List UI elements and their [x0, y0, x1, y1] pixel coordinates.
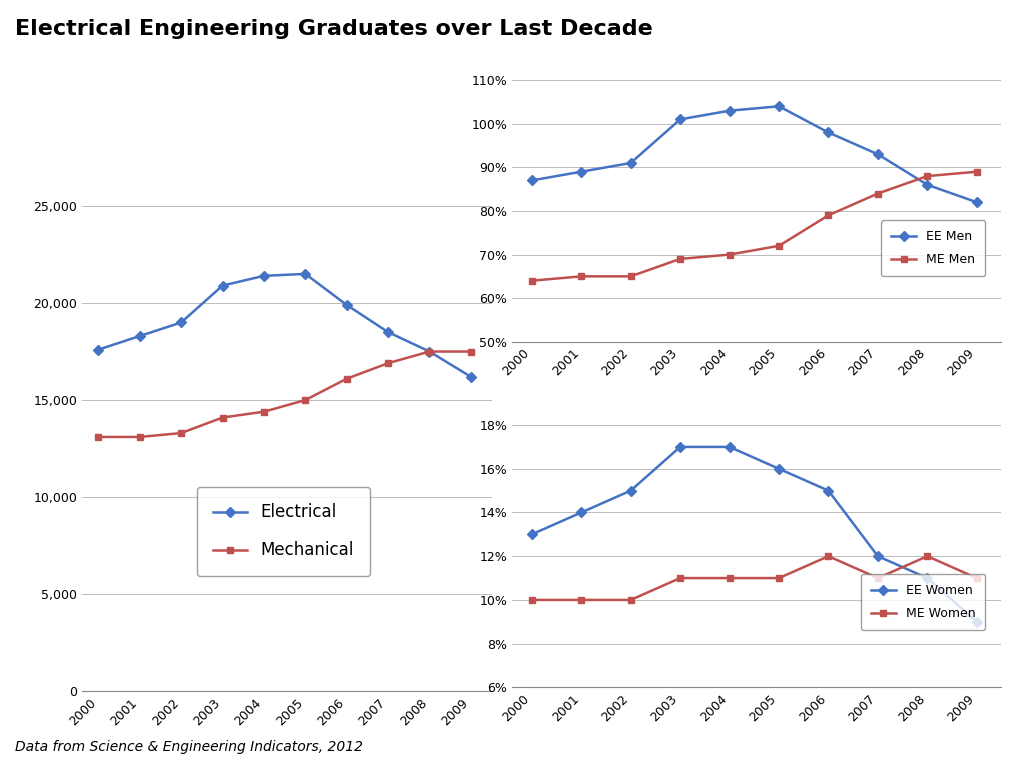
Mechanical [299, 396, 311, 405]
Text: Electrical Engineering Graduates over Last Decade: Electrical Engineering Graduates over La… [15, 19, 653, 39]
ME Women [674, 574, 686, 583]
Mechanical [465, 347, 477, 356]
Electrical [216, 281, 228, 290]
ME Men [922, 171, 934, 180]
Line: EE Women: EE Women [528, 443, 980, 625]
Mechanical [258, 407, 270, 416]
Electrical [341, 300, 353, 310]
Line: ME Women: ME Women [528, 553, 980, 604]
EE Women [674, 442, 686, 452]
Mechanical [92, 432, 104, 442]
ME Men [971, 167, 983, 177]
ME Women [723, 574, 735, 583]
Mechanical [134, 432, 146, 442]
Legend: Electrical, Mechanical: Electrical, Mechanical [197, 487, 370, 576]
Mechanical [175, 429, 187, 438]
Mechanical [423, 347, 435, 356]
EE Men [625, 158, 637, 167]
ME Women [625, 595, 637, 604]
ME Men [773, 241, 785, 250]
Mechanical [216, 413, 228, 422]
Electrical [134, 332, 146, 341]
ME Men [674, 254, 686, 263]
EE Women [525, 530, 538, 539]
EE Women [575, 508, 588, 517]
EE Women [625, 486, 637, 495]
Electrical [382, 327, 394, 336]
Electrical [423, 347, 435, 356]
Electrical [299, 270, 311, 279]
EE Women [723, 442, 735, 452]
EE Men [922, 180, 934, 190]
ME Men [822, 210, 835, 220]
EE Men [971, 197, 983, 207]
Mechanical [382, 359, 394, 368]
Line: ME Men: ME Men [528, 168, 980, 284]
EE Men [723, 106, 735, 115]
ME Men [723, 250, 735, 259]
Mechanical [341, 374, 353, 383]
EE Men [822, 127, 835, 137]
Electrical [175, 318, 187, 327]
EE Men [674, 114, 686, 124]
ME Men [871, 189, 884, 198]
ME Women [773, 574, 785, 583]
ME Women [971, 574, 983, 583]
ME Women [575, 595, 588, 604]
Electrical [258, 271, 270, 280]
EE Women [871, 551, 884, 561]
EE Women [773, 464, 785, 473]
EE Men [871, 150, 884, 159]
EE Women [922, 574, 934, 583]
EE Women [822, 486, 835, 495]
ME Women [525, 595, 538, 604]
EE Men [575, 167, 588, 177]
ME Women [822, 551, 835, 561]
ME Women [922, 551, 934, 561]
ME Men [625, 272, 637, 281]
EE Men [773, 101, 785, 111]
Legend: EE Women, ME Women: EE Women, ME Women [861, 574, 985, 630]
Electrical [92, 345, 104, 354]
ME Women [871, 574, 884, 583]
Line: Electrical: Electrical [95, 270, 474, 380]
ME Men [525, 276, 538, 286]
Electrical [465, 372, 477, 382]
Text: Data from Science & Engineering Indicators, 2012: Data from Science & Engineering Indicato… [15, 740, 364, 754]
ME Men [575, 272, 588, 281]
EE Women [971, 617, 983, 627]
Legend: EE Men, ME Men: EE Men, ME Men [882, 220, 985, 276]
Line: Mechanical: Mechanical [95, 348, 474, 440]
EE Men [525, 176, 538, 185]
Line: EE Men: EE Men [528, 103, 980, 206]
